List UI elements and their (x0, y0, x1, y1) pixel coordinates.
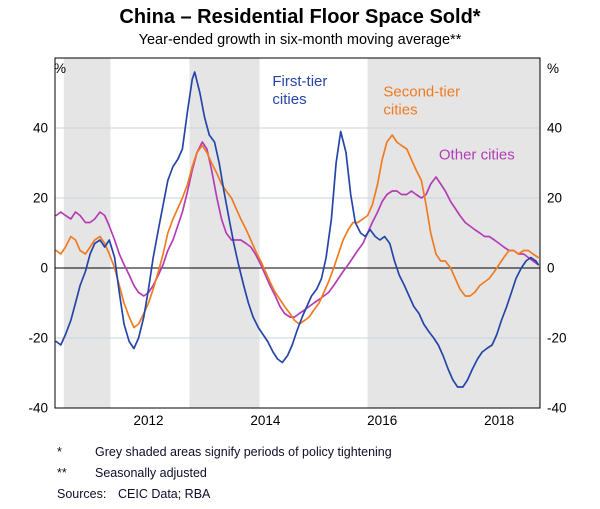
series-label-other-cities: Other cities (439, 147, 515, 164)
series-label-first-tier-cities: First-tier (272, 73, 327, 90)
sources-label: Sources: (57, 487, 107, 501)
chart-subtitle: Year-ended growth in six-month moving av… (138, 32, 462, 48)
footnotes: * Grey shaded areas signify periods of p… (57, 444, 582, 507)
footnote-seasonally-adjusted: ** Seasonally adjusted (57, 465, 582, 482)
chart-canvas: -40 -40 -20 -20 0 0 20 20 40 40% % 2012 2014 2016 2018… (28, 57, 567, 428)
chart-title: China – Residential Floor Space Sold* (119, 6, 481, 28)
x-tick-label: 2018 (484, 413, 514, 428)
y-tick-label-left: -40 (28, 401, 48, 416)
footnote-text: Grey shaded areas signify periods of pol… (95, 445, 392, 459)
y-tick-label-left: 40 (33, 121, 48, 136)
footnote-marker: * (57, 445, 62, 459)
y-tick-label-right: 40 (547, 121, 562, 136)
y-tick-label-right: -40 (547, 401, 567, 416)
y-axis-unit-right: % (547, 61, 559, 76)
series-line-second-tier-cities (55, 134, 540, 329)
policy-tightening-band (189, 58, 260, 408)
y-tick-label-left: 0 (40, 261, 48, 276)
series-label-first-tier-cities: cities (272, 91, 306, 108)
plot-border (54, 57, 541, 409)
series-label-second-tier-cities: cities (383, 102, 417, 119)
series-line-other-cities (55, 141, 540, 318)
footnote-text: Seasonally adjusted (95, 466, 207, 480)
x-tick-label: 2014 (250, 413, 281, 428)
series-line-first-tier-cities (55, 71, 540, 388)
footnote-marker: ** (57, 466, 67, 480)
y-tick-label-right: 0 (547, 261, 555, 276)
footnote-policy-tightening: * Grey shaded areas signify periods of p… (57, 444, 582, 461)
y-tick-label-right: 20 (547, 191, 562, 206)
policy-tightening-band (367, 58, 540, 408)
y-tick-label-right: -20 (547, 331, 567, 346)
sources-text: CEIC Data; RBA (118, 487, 211, 501)
y-tick-label-left: 20 (33, 191, 48, 206)
sources-row: Sources: CEIC Data; RBA (57, 486, 582, 503)
policy-tightening-band (63, 58, 111, 408)
x-tick-label: 2012 (133, 413, 163, 428)
x-tick-label: 2016 (367, 413, 397, 428)
series-label-second-tier-cities: Second-tier (383, 84, 460, 101)
y-tick-label-left: -20 (28, 331, 48, 346)
y-axis-unit-left: % (54, 61, 66, 76)
